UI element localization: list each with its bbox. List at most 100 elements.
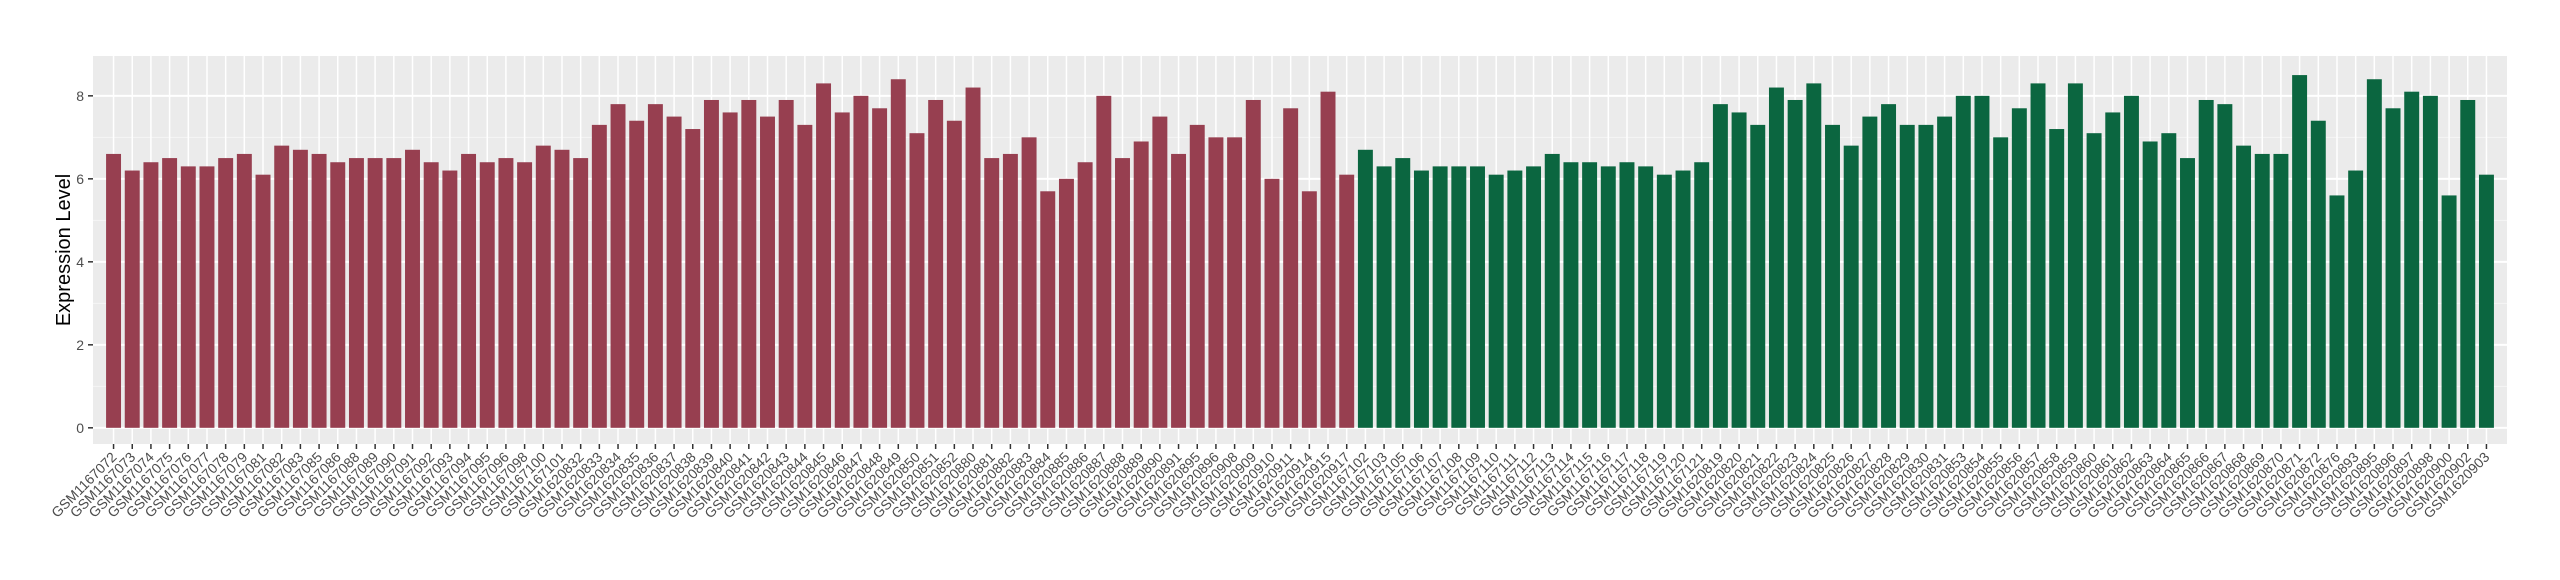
bar [1432,166,1448,428]
bar [703,99,719,428]
bar [1937,116,1953,428]
bar [2086,133,2102,428]
bar [722,112,738,428]
bar [348,158,364,428]
bar [928,99,944,428]
bar [1825,124,1840,428]
bar [2198,99,2214,428]
bar [965,87,981,428]
bar [2329,195,2345,428]
bar [2478,174,2494,428]
bar [423,162,439,428]
bar [1451,166,1467,428]
bar [610,104,626,428]
bar [2161,133,2177,428]
bar [1582,162,1598,428]
bar [330,162,346,428]
bar [1974,95,1990,428]
bar [1600,166,1616,428]
bar [2310,120,2326,428]
bar [1675,170,1691,428]
bar [1638,166,1654,428]
bar [2385,108,2401,428]
bar [1133,141,1149,428]
bar [2180,158,2195,428]
bar [1750,124,1766,428]
bar [1862,116,1878,428]
bar [517,162,533,428]
bar [984,158,1000,428]
bar [1563,162,1579,428]
bar [2123,95,2139,428]
bar [311,153,327,428]
bar [1395,158,1411,428]
bar [1694,162,1710,428]
bar [1488,174,1504,428]
bar [666,116,682,428]
bar [778,99,794,428]
bar [292,149,308,428]
bar [1040,191,1056,428]
bar [2030,83,2046,428]
y-tick-label: 2 [76,337,84,353]
bar [236,153,252,428]
bar [1768,87,1784,428]
bar [2366,79,2382,428]
y-tick-label: 6 [76,171,84,187]
y-axis-title: Expression Level [53,174,75,326]
bar [1731,112,1747,428]
bar [1357,149,1373,428]
bar [106,153,122,428]
bar [180,166,196,428]
bar [1993,137,2009,428]
bar [1115,158,1130,428]
bar [2422,95,2438,428]
bar [741,99,757,428]
bar [162,158,178,428]
bar [797,124,813,428]
bar [2236,145,2252,428]
bar [647,104,663,428]
y-tick-label: 4 [76,254,84,270]
bar [1002,153,1018,428]
bar [1339,174,1355,428]
bar [1544,153,1560,428]
bar [1470,166,1485,428]
bar [1955,95,1971,428]
bar [2067,83,2083,428]
bar [218,158,234,428]
y-tick-label: 8 [76,88,84,104]
bar [1712,104,1728,428]
bar [1021,137,1037,428]
bar [1413,170,1429,428]
bar [1656,174,1672,428]
bar [2348,170,2364,428]
plot-panel [93,56,2507,444]
bar [1264,178,1280,428]
bar [2460,99,2476,428]
bar [1619,162,1635,428]
bar [1171,153,1187,428]
bar [2254,153,2270,428]
bar [1320,91,1336,428]
bar [872,108,888,428]
bar [498,158,514,428]
bar [554,149,570,428]
bar [1096,95,1112,428]
bar [2011,108,2027,428]
bar [442,170,458,428]
bar [2105,112,2121,428]
bar [1806,83,1822,428]
bar [573,158,589,428]
bar [1283,108,1299,428]
bar [479,162,495,428]
bar [591,124,607,428]
bar [1227,137,1243,428]
bar [143,162,159,428]
bar [2404,91,2420,428]
bar [255,174,271,428]
bar [367,158,383,428]
bar [124,170,140,428]
bar [1526,166,1542,428]
bar [1152,116,1168,428]
